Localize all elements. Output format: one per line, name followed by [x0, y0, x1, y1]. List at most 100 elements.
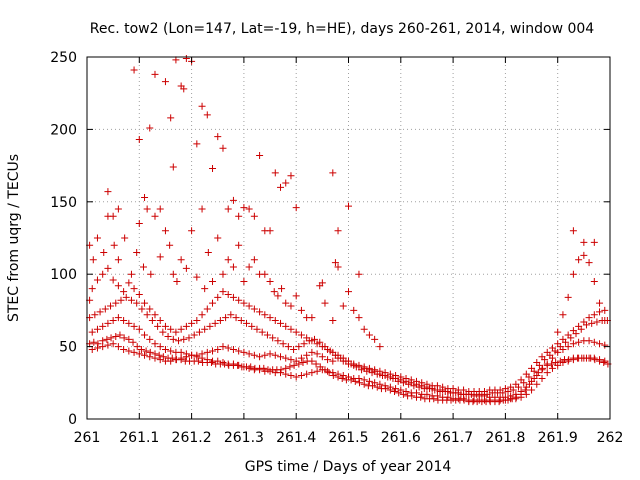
data-point: [142, 347, 150, 355]
data-point: [580, 238, 588, 246]
data-point: [194, 357, 202, 365]
data-point: [308, 369, 316, 377]
y-tick-label: 50: [59, 340, 77, 356]
data-point: [261, 270, 269, 278]
data-point: [156, 205, 164, 213]
data-point: [399, 379, 407, 387]
data-point: [229, 196, 237, 204]
data-point: [180, 335, 188, 343]
data-point: [89, 256, 97, 264]
data-point: [204, 248, 212, 256]
data-point: [88, 285, 96, 293]
data-point: [412, 389, 420, 397]
data-point: [193, 317, 201, 325]
data-point: [543, 369, 551, 377]
data-point: [601, 306, 609, 314]
data-point: [569, 356, 577, 364]
data-point: [564, 293, 572, 301]
data-point: [299, 359, 307, 367]
data-point: [169, 270, 177, 278]
x-tick-label: 261.8: [485, 430, 525, 446]
data-point: [247, 363, 255, 371]
data-point: [593, 318, 601, 326]
data-point: [334, 227, 342, 235]
data-point: [172, 328, 180, 336]
data-point: [324, 345, 332, 353]
y-tick-label: 150: [50, 195, 77, 211]
y-tick-label: 100: [50, 267, 77, 283]
data-point: [114, 256, 122, 264]
data-point: [161, 227, 169, 235]
data-point: [405, 380, 413, 388]
data-point: [376, 380, 384, 388]
data-point: [329, 372, 337, 380]
data-point: [198, 205, 206, 213]
data-point: [229, 345, 237, 353]
data-point: [258, 328, 266, 336]
data-point: [266, 227, 274, 235]
data-point: [590, 238, 598, 246]
x-tick-label: 262: [597, 430, 624, 446]
data-point: [188, 227, 196, 235]
data-point: [407, 376, 415, 384]
data-point: [480, 387, 488, 395]
data-point: [292, 357, 300, 365]
data-point: [538, 366, 546, 374]
data-point: [495, 398, 503, 406]
data-point: [177, 256, 185, 264]
data-point: [154, 322, 162, 330]
data-point: [303, 334, 311, 342]
data-point: [391, 387, 399, 395]
data-point: [312, 360, 320, 368]
data-point: [279, 340, 287, 348]
data-point: [329, 357, 337, 365]
data-point: [146, 348, 154, 356]
data-point: [329, 369, 337, 377]
data-point: [214, 133, 222, 141]
data-point: [159, 328, 167, 336]
data-point: [116, 331, 124, 339]
data-point: [590, 277, 598, 285]
data-point: [512, 380, 520, 388]
data-point: [229, 360, 237, 368]
data-point: [151, 311, 159, 319]
data-point: [313, 350, 321, 358]
data-point: [507, 383, 515, 391]
data-point: [193, 140, 201, 148]
data-point: [402, 374, 410, 382]
data-point: [112, 332, 120, 340]
data-point: [334, 370, 342, 378]
data-point: [292, 373, 300, 381]
data-point: [415, 383, 423, 391]
data-point: [559, 311, 567, 319]
data-point: [355, 314, 363, 322]
data-point: [431, 386, 439, 394]
data-point: [133, 248, 141, 256]
data-point: [107, 334, 115, 342]
data-point: [580, 318, 588, 326]
data-point: [224, 256, 232, 264]
data-point: [120, 345, 128, 353]
data-point: [292, 328, 300, 336]
data-point: [88, 328, 96, 336]
data-point: [564, 357, 572, 365]
x-tick-label: 261.3: [224, 430, 264, 446]
data-point: [169, 163, 177, 171]
data-point: [355, 379, 363, 387]
data-point: [100, 248, 108, 256]
data-point: [243, 319, 251, 327]
data-point: [564, 331, 572, 339]
data-point: [402, 387, 410, 395]
data-point: [166, 241, 174, 249]
data-point: [156, 317, 164, 325]
data-point: [590, 354, 598, 362]
data-point: [122, 293, 130, 301]
data-point: [460, 386, 468, 394]
data-point: [151, 354, 159, 362]
data-point: [575, 338, 583, 346]
data-point: [164, 332, 172, 340]
data-point: [543, 348, 551, 356]
data-point: [588, 319, 596, 327]
data-point: [392, 385, 400, 393]
